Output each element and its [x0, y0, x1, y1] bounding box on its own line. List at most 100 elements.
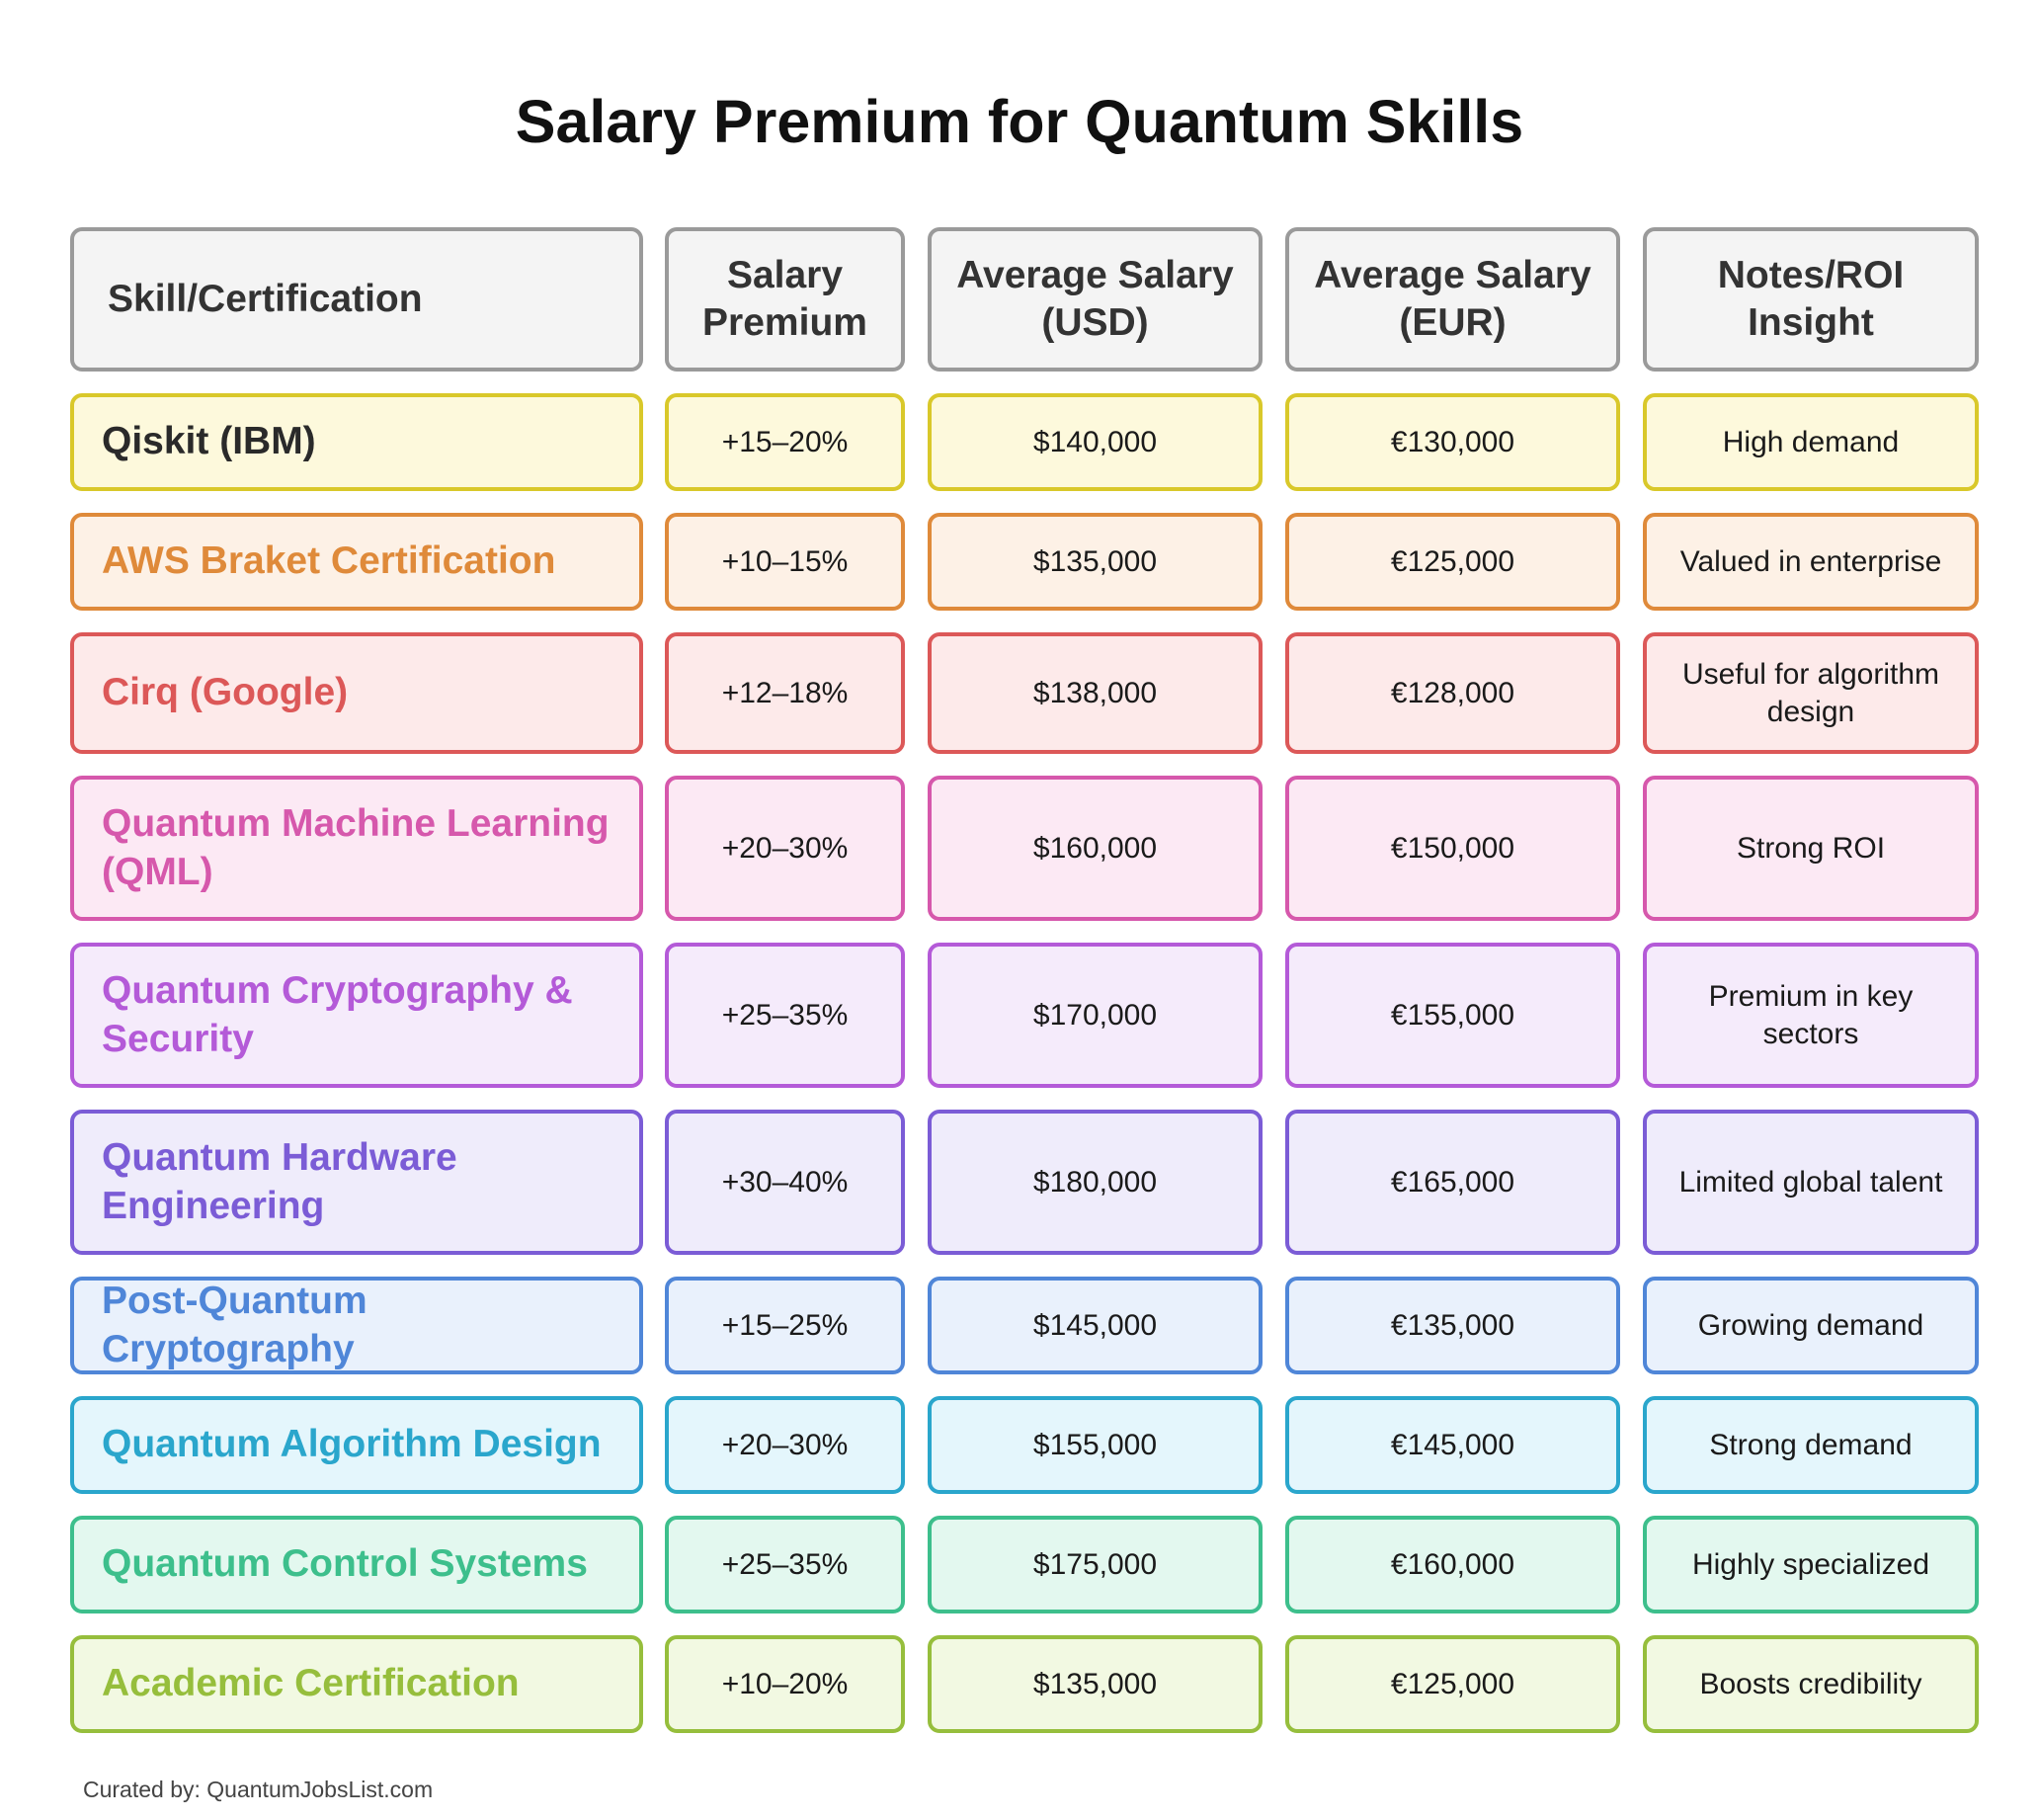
- header-cell-text: Salary Premium: [702, 254, 867, 344]
- header-cell: Average Salary (USD): [928, 227, 1263, 372]
- skill-cell: Quantum Hardware Engineering: [70, 1110, 643, 1255]
- usd-cell: $175,000: [928, 1516, 1263, 1613]
- skill-cell: Qiskit (IBM): [70, 393, 643, 491]
- header-cell-text: Skill/Certification: [108, 278, 423, 321]
- skill-cell-text: Quantum Cryptography & Security: [102, 968, 573, 1060]
- header-cell-text: Notes/ROI Insight: [1717, 254, 1905, 344]
- premium-cell: +15–20%: [665, 393, 905, 491]
- header-cell: Salary Premium: [665, 227, 905, 372]
- usd-cell: $138,000: [928, 632, 1263, 754]
- usd-cell-text: $170,000: [1032, 998, 1158, 1032]
- skill-cell-text: Post-Quantum Cryptography: [102, 1279, 367, 1370]
- skill-cell: Quantum Control Systems: [70, 1516, 643, 1613]
- eur-cell-text: €130,000: [1390, 425, 1515, 458]
- premium-cell: +30–40%: [665, 1110, 905, 1255]
- premium-cell: +25–35%: [665, 943, 905, 1088]
- usd-cell: $140,000: [928, 393, 1263, 491]
- eur-cell-text: €135,000: [1390, 1308, 1515, 1342]
- note-cell: High demand: [1643, 393, 1979, 491]
- usd-cell: $170,000: [928, 943, 1263, 1088]
- skill-cell-text: Quantum Hardware Engineering: [102, 1135, 457, 1227]
- skill-cell-text: AWS Braket Certification: [102, 539, 556, 583]
- usd-cell: $160,000: [928, 776, 1263, 921]
- header-cell-text: Average Salary (EUR): [1314, 254, 1591, 344]
- note-cell-text: Boosts credibility: [1699, 1667, 1922, 1700]
- note-cell-text: Premium in key sectors: [1708, 980, 1914, 1050]
- eur-cell-text: €145,000: [1390, 1428, 1515, 1461]
- note-cell-text: High demand: [1722, 425, 1900, 458]
- premium-cell: +15–25%: [665, 1277, 905, 1374]
- note-cell: Useful for algorithm design: [1643, 632, 1979, 754]
- premium-cell: +20–30%: [665, 776, 905, 921]
- skill-cell-text: Quantum Control Systems: [102, 1542, 588, 1586]
- premium-cell-text: +20–30%: [721, 1428, 849, 1461]
- premium-cell: +25–35%: [665, 1516, 905, 1613]
- eur-cell: €135,000: [1285, 1277, 1620, 1374]
- eur-cell-text: €125,000: [1390, 544, 1515, 578]
- premium-cell-text: +15–20%: [721, 425, 849, 458]
- usd-cell-text: $145,000: [1032, 1308, 1158, 1342]
- eur-cell-text: €150,000: [1390, 831, 1515, 865]
- skill-cell: Quantum Machine Learning (QML): [70, 776, 643, 921]
- eur-cell-text: €125,000: [1390, 1667, 1515, 1700]
- eur-cell: €128,000: [1285, 632, 1620, 754]
- note-cell-text: Limited global talent: [1678, 1165, 1943, 1199]
- premium-cell: +10–15%: [665, 513, 905, 611]
- eur-cell: €165,000: [1285, 1110, 1620, 1255]
- usd-cell-text: $135,000: [1032, 1667, 1158, 1700]
- note-cell: Growing demand: [1643, 1277, 1979, 1374]
- note-cell: Limited global talent: [1643, 1110, 1979, 1255]
- note-cell: Premium in key sectors: [1643, 943, 1979, 1088]
- skill-cell: Academic Certification: [70, 1635, 643, 1733]
- eur-cell: €130,000: [1285, 393, 1620, 491]
- skill-cell-text: Quantum Algorithm Design: [102, 1423, 602, 1466]
- footer-credit: Curated by: QuantumJobsList.com: [83, 1777, 434, 1802]
- premium-cell-text: +25–35%: [721, 998, 849, 1032]
- eur-cell: €125,000: [1285, 513, 1620, 611]
- note-cell: Strong ROI: [1643, 776, 1979, 921]
- skill-cell: AWS Braket Certification: [70, 513, 643, 611]
- note-cell-text: Useful for algorithm design: [1681, 658, 1940, 728]
- premium-cell-text: +12–18%: [721, 676, 849, 709]
- usd-cell-text: $175,000: [1032, 1547, 1158, 1581]
- note-cell: Highly specialized: [1643, 1516, 1979, 1613]
- header-cell: Skill/Certification: [70, 227, 643, 372]
- premium-cell-text: +25–35%: [721, 1547, 849, 1581]
- skill-cell-text: Academic Certification: [102, 1662, 520, 1705]
- usd-cell: $135,000: [928, 1635, 1263, 1733]
- note-cell: Valued in enterprise: [1643, 513, 1979, 611]
- eur-cell-text: €160,000: [1390, 1547, 1515, 1581]
- header-cell-text: Average Salary (USD): [956, 254, 1234, 344]
- skill-cell: Quantum Algorithm Design: [70, 1396, 643, 1494]
- note-cell-text: Strong ROI: [1736, 831, 1886, 865]
- usd-cell-text: $135,000: [1032, 544, 1158, 578]
- usd-cell: $145,000: [928, 1277, 1263, 1374]
- premium-cell-text: +10–20%: [721, 1667, 849, 1700]
- premium-cell: +10–20%: [665, 1635, 905, 1733]
- premium-cell-text: +30–40%: [721, 1165, 849, 1199]
- usd-cell: $155,000: [928, 1396, 1263, 1494]
- note-cell-text: Valued in enterprise: [1679, 544, 1942, 578]
- note-cell-text: Growing demand: [1697, 1308, 1924, 1342]
- note-cell-text: Strong demand: [1709, 1428, 1913, 1461]
- usd-cell: $135,000: [928, 513, 1263, 611]
- skill-cell-text: Quantum Machine Learning (QML): [102, 801, 610, 893]
- usd-cell-text: $155,000: [1032, 1428, 1158, 1461]
- usd-cell-text: $160,000: [1032, 831, 1158, 865]
- skill-cell-text: Qiskit (IBM): [102, 420, 316, 463]
- premium-cell-text: +20–30%: [721, 831, 849, 865]
- premium-cell-text: +10–15%: [721, 544, 849, 578]
- skill-cell: Quantum Cryptography & Security: [70, 943, 643, 1088]
- eur-cell: €125,000: [1285, 1635, 1620, 1733]
- usd-cell-text: $138,000: [1032, 676, 1158, 709]
- usd-cell: $180,000: [928, 1110, 1263, 1255]
- skill-cell-text: Cirq (Google): [102, 671, 349, 714]
- eur-cell-text: €165,000: [1390, 1165, 1515, 1199]
- eur-cell: €150,000: [1285, 776, 1620, 921]
- eur-cell-text: €128,000: [1390, 676, 1515, 709]
- usd-cell-text: $180,000: [1032, 1165, 1158, 1199]
- note-cell: Strong demand: [1643, 1396, 1979, 1494]
- note-cell: Boosts credibility: [1643, 1635, 1979, 1733]
- eur-cell-text: €155,000: [1390, 998, 1515, 1032]
- premium-cell-text: +15–25%: [721, 1308, 849, 1342]
